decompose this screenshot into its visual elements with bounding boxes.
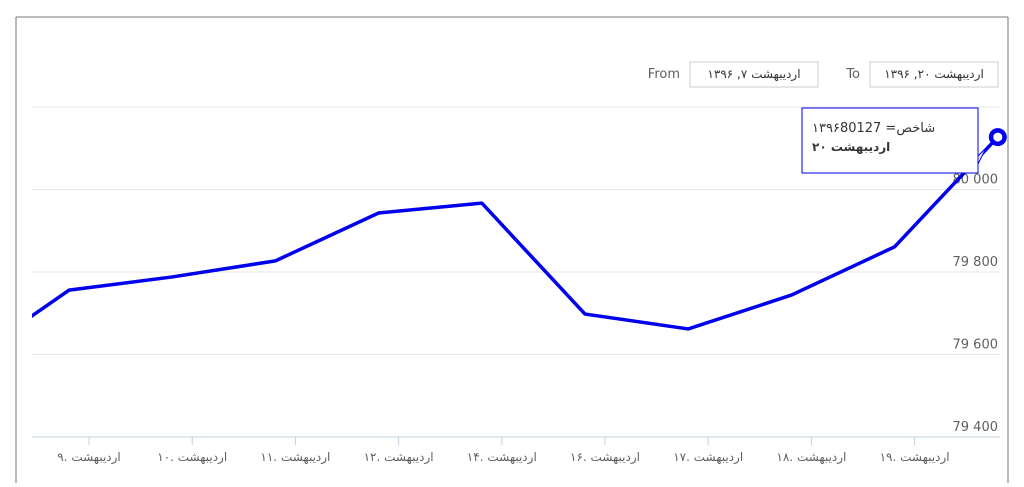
y-tick-label: 79 600 xyxy=(953,338,999,353)
x-tick-label: ۱۶. اردیبهشت xyxy=(570,450,640,465)
x-tick-label: ۱۷. اردیبهشت xyxy=(673,450,743,465)
from-value[interactable]: ۱۳۹۶ ,اردیبهشت ۷ xyxy=(707,67,800,82)
y-tick-label: 79 800 xyxy=(953,255,999,270)
to-input[interactable] xyxy=(869,61,999,88)
series xyxy=(32,135,1000,331)
x-tick-label: ۱۹. اردیبهشت xyxy=(880,450,950,465)
line xyxy=(32,135,1000,331)
y-tick-label: 79 400 xyxy=(953,420,999,435)
to-value[interactable]: ۱۳۹۶ ,اردیبهشت ۲۰ xyxy=(884,67,984,82)
hover-marker-inner xyxy=(992,131,1004,143)
tooltip-date: اردیبهشت ۲۰ xyxy=(812,140,890,154)
tooltip-bg xyxy=(801,107,979,174)
from-label: From xyxy=(648,67,680,82)
from-input[interactable] xyxy=(689,61,819,88)
x-tick-label: ۱۲. اردیبهشت xyxy=(364,450,434,465)
to-label: To xyxy=(845,67,860,82)
x-tick-label: ۹. اردیبهشت xyxy=(57,450,121,465)
x-tick-label: ۱۰. اردیبهشت xyxy=(157,450,227,465)
tooltip-text: ۱۳۹۶شاخص= 80127 xyxy=(812,121,935,136)
y-tick-label: 80 000 xyxy=(953,173,999,188)
x-tick-label: ۱۱. اردیبهشت xyxy=(260,450,330,465)
x-tick-label: ۱۴. اردیبهشت xyxy=(467,450,537,465)
x-tick-label: ۱۸. اردیبهشت xyxy=(776,450,846,465)
